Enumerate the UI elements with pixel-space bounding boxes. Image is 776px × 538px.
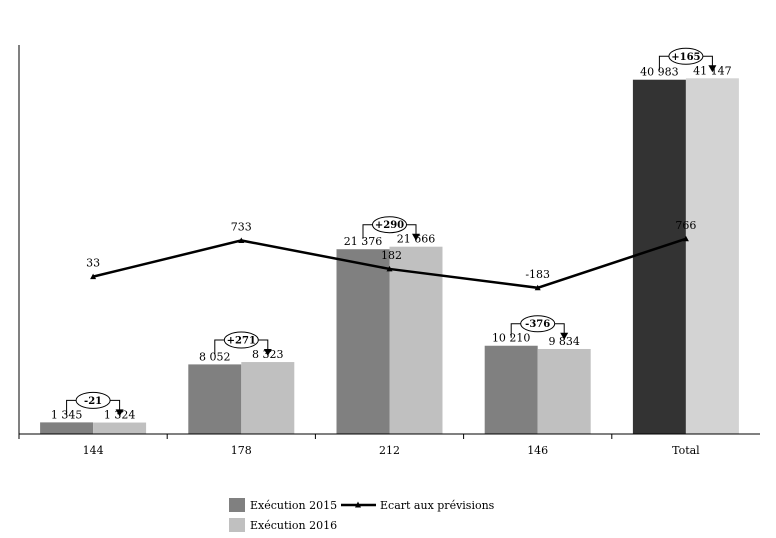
line-point <box>238 237 245 243</box>
delta-arrow-icon <box>412 233 420 241</box>
delta-callout: +290 <box>362 216 420 241</box>
delta-value: +165 <box>671 52 700 63</box>
bar-2015-212 <box>336 249 390 434</box>
delta-arrow-icon <box>708 65 717 73</box>
line-value-label: 182 <box>381 249 402 262</box>
delta-arrow-icon <box>263 349 272 357</box>
delta-callout: +165 <box>658 47 717 73</box>
bar-value-label: 9 834 <box>548 335 580 348</box>
line-layer: 33 733 182 -183 766 <box>86 219 696 291</box>
legend-label-2016: Exécution 2016 <box>250 519 337 532</box>
line-point <box>386 265 393 272</box>
bar-2015-146 <box>484 345 538 434</box>
line-value-label: 33 <box>86 257 100 270</box>
delta-badge <box>668 47 704 65</box>
deltas-layer: -21 +271 +290 -376 +165 <box>66 47 717 417</box>
line-point <box>534 284 541 291</box>
delta-badge <box>75 391 111 409</box>
bar-2015-total <box>632 79 686 434</box>
delta-arrow-icon <box>115 409 124 417</box>
delta-value: +290 <box>375 220 404 231</box>
legend-label-line: Ecart aux prévisions <box>380 499 495 512</box>
bar-2016-146 <box>537 348 591 434</box>
bar-value-label: 21 376 <box>344 235 383 248</box>
category-label: 212 <box>379 444 400 457</box>
delta-arrow-icon <box>560 332 569 340</box>
delta-badge <box>223 331 259 349</box>
delta-value: +271 <box>227 336 256 347</box>
delta-badge <box>520 315 556 333</box>
bar-2016-178 <box>241 362 295 434</box>
delta-callout: +271 <box>214 331 272 357</box>
category-label: 146 <box>527 444 548 457</box>
legend-line-marker <box>355 501 361 508</box>
bar-value-label: 1 345 <box>51 408 83 421</box>
bar-2015-144 <box>40 422 94 434</box>
line-value-label: -183 <box>525 268 550 281</box>
bar-value-label: 8 052 <box>199 350 231 363</box>
delta-value: -376 <box>525 319 550 330</box>
category-label: Total <box>672 444 700 457</box>
legend-swatch-2016 <box>229 518 245 532</box>
line-value-label: 733 <box>231 220 252 233</box>
category-label: 144 <box>83 444 104 457</box>
delta-callout: -376 <box>510 315 569 340</box>
bar-2016-144 <box>93 422 147 434</box>
legend-label-2015: Exécution 2015 <box>250 499 337 512</box>
delta-value: -21 <box>84 396 102 407</box>
bar-2016-total <box>685 78 739 435</box>
line-point <box>682 235 689 242</box>
line-point <box>90 273 97 280</box>
bar-value-label: 40 983 <box>640 66 679 79</box>
delta-callout: -21 <box>66 391 124 417</box>
bar-value-label: 10 210 <box>492 332 531 345</box>
bar-2016-212 <box>389 246 443 434</box>
bar-2015-178 <box>188 364 242 434</box>
category-label: 178 <box>231 444 252 457</box>
legend: Exécution 2015 Exécution 2016 Ecart aux pr… <box>229 498 495 532</box>
legend-swatch-2015 <box>229 498 245 512</box>
axis-layer: 144 178 212 146 Total <box>18 45 760 457</box>
delta-badge <box>372 216 407 234</box>
line-value-label: 766 <box>675 219 696 232</box>
